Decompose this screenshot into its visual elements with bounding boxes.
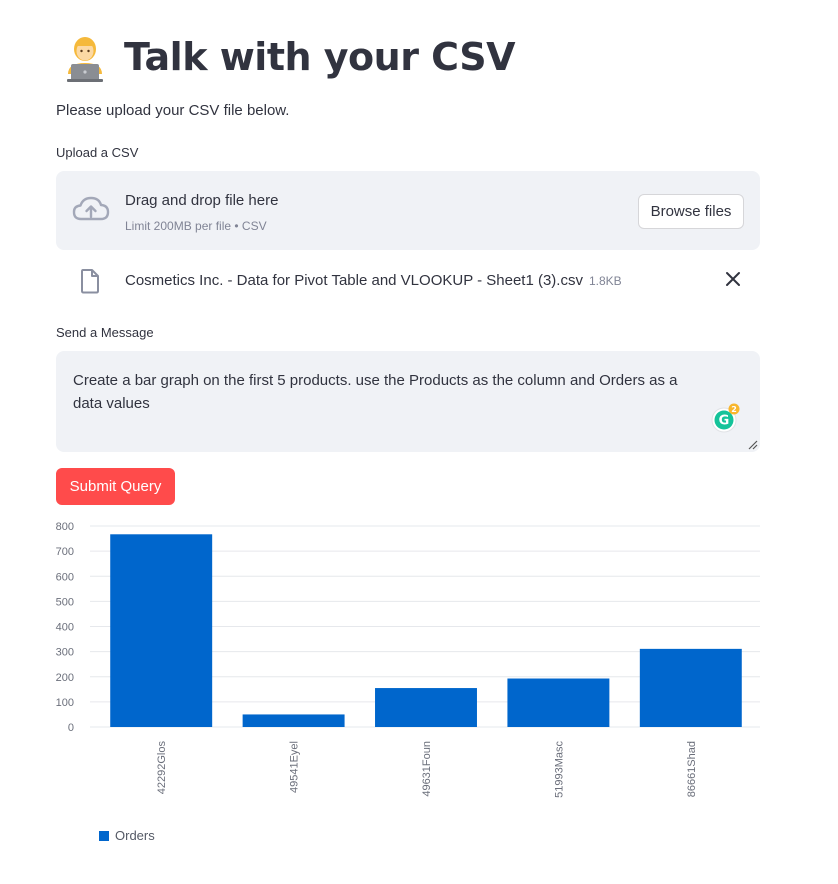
y-tick-label: 500 (56, 596, 74, 608)
y-tick-label: 300 (56, 647, 74, 659)
upload-limit-text: Limit 200MB per file • CSV (125, 219, 267, 233)
svg-text:G: G (719, 414, 730, 429)
bar-42292Glos[interactable] (110, 534, 213, 727)
intro-text: Please upload your CSV file below. (56, 102, 290, 119)
y-tick-label: 0 (68, 722, 74, 734)
chart-legend: Orders (99, 828, 155, 843)
title-row: Talk with your CSV (58, 30, 516, 84)
y-tick-label: 600 (56, 571, 74, 583)
legend-swatch (99, 830, 109, 841)
close-icon[interactable] (724, 270, 742, 288)
bar-86661Shad[interactable] (639, 648, 742, 727)
resize-handle-icon[interactable] (746, 438, 758, 450)
file-dropzone[interactable]: Drag and drop file here Limit 200MB per … (56, 171, 760, 250)
grammarly-count: 2 (731, 405, 737, 414)
file-icon (81, 269, 99, 294)
technologist-emoji-icon (67, 37, 103, 82)
bar-51993Masc[interactable] (507, 678, 610, 727)
x-tick-label: 86661Shad (686, 741, 698, 797)
grammarly-icon[interactable]: G 2 (711, 403, 741, 433)
legend-label-orders: Orders (115, 828, 155, 843)
y-tick-label: 100 (56, 697, 74, 709)
page-title: Talk with your CSV (124, 35, 516, 79)
y-tick-label: 200 (56, 672, 74, 684)
message-label: Send a Message (56, 325, 154, 340)
bar-49541Eyel[interactable] (242, 714, 345, 727)
uploaded-file-size: 1.8KB (588, 274, 622, 288)
y-tick-label: 400 (56, 622, 74, 634)
orders-bar-chart: 0 100 200 300 400 500 600 700 800 42292Glos 49541E… (56, 521, 760, 798)
x-tick-label: 49541Eyel (289, 741, 301, 793)
x-tick-label: 42292Glos (156, 741, 168, 795)
message-textarea[interactable]: Create a bar graph on the first 5 produc… (56, 351, 760, 452)
y-tick-label: 800 (56, 521, 74, 533)
submit-query-button[interactable]: Submit Query (56, 468, 175, 505)
cloud-upload-icon (72, 196, 110, 221)
upload-label: Upload a CSV (56, 145, 139, 160)
y-tick-label: 700 (56, 546, 74, 558)
message-text: Create a bar graph on the first 5 produc… (73, 372, 678, 412)
browse-files-button[interactable]: Browse files (638, 194, 744, 229)
bar-49631Foun[interactable] (375, 688, 477, 727)
uploaded-file-name: Cosmetics Inc. - Data for Pivot Table an… (125, 272, 583, 289)
x-tick-label: 49631Foun (421, 741, 433, 797)
uploaded-file-row: Cosmetics Inc. - Data for Pivot Table an… (56, 262, 760, 300)
drag-drop-text: Drag and drop file here (125, 192, 279, 209)
x-tick-label: 51993Masc (553, 741, 565, 798)
